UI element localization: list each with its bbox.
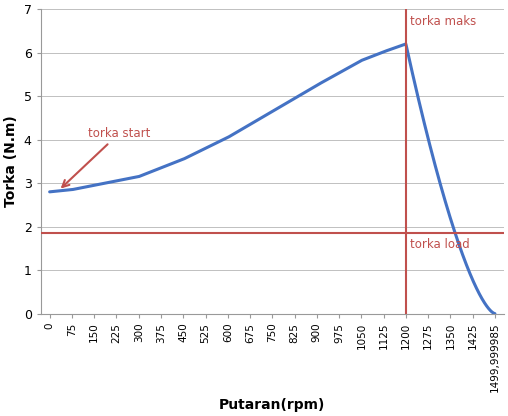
Text: torka load: torka load xyxy=(410,238,470,250)
X-axis label: Putaran(rpm): Putaran(rpm) xyxy=(219,398,326,412)
Text: torka maks: torka maks xyxy=(410,15,477,28)
Y-axis label: Torka (N.m): Torka (N.m) xyxy=(4,116,18,207)
Text: torka start: torka start xyxy=(62,126,150,187)
